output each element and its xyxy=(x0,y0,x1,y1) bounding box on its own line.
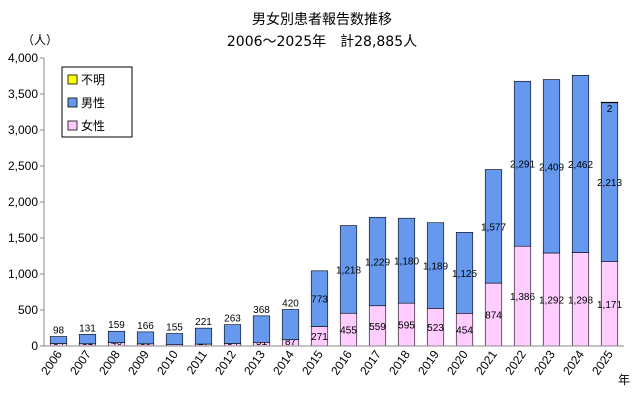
legend-swatch-不明 xyxy=(67,74,78,85)
data-label-男性-2014: 420 xyxy=(282,298,299,309)
legend-label-女性: 女性 xyxy=(81,118,105,133)
y-tick-label: 3,500 xyxy=(8,87,38,101)
x-tick-label: 2015 xyxy=(299,347,326,377)
data-label-男性-2025: 2,213 xyxy=(597,178,622,189)
y-tick-label: 2,000 xyxy=(8,195,38,209)
data-label-女性-2017: 559 xyxy=(369,322,386,333)
y-tick-label: 1,000 xyxy=(8,267,38,281)
bar-男性-2013 xyxy=(252,315,271,343)
data-label-男性-2017: 1,229 xyxy=(365,258,390,269)
x-tick-label: 2014 xyxy=(270,347,297,377)
x-axis-label: 年 xyxy=(618,373,630,387)
data-label-男性-2010: 155 xyxy=(166,323,183,334)
x-tick-label: 2017 xyxy=(357,347,384,377)
data-label-男性-2016: 1,218 xyxy=(336,265,361,276)
x-tick-label: 2019 xyxy=(415,347,442,377)
bar-不明-2025 xyxy=(600,101,619,104)
data-label-男性-2019: 1,189 xyxy=(423,262,448,273)
bar-男性-2019 xyxy=(426,222,445,309)
x-tick-label: 2016 xyxy=(328,347,355,377)
y-tick-label: 4,000 xyxy=(8,51,38,65)
legend-swatch-女性 xyxy=(67,120,78,131)
x-tick-label: 2018 xyxy=(386,347,413,377)
x-tick-label: 2013 xyxy=(241,347,268,377)
bar-男性-2015 xyxy=(310,270,329,327)
data-label-男性-2008: 159 xyxy=(108,320,125,331)
bar-男性-2006 xyxy=(49,336,68,344)
x-tick-label: 2012 xyxy=(212,347,239,377)
y-tick-label: 0 xyxy=(31,339,38,353)
data-label-男性-2012: 263 xyxy=(224,314,241,325)
data-label-男性-2018: 1,180 xyxy=(394,257,419,268)
bar-男性-2023 xyxy=(542,79,561,254)
data-label-男性-2011: 221 xyxy=(195,317,212,328)
data-label-男性-2015: 773 xyxy=(311,295,328,306)
data-label-女性-2022: 1,386 xyxy=(510,292,535,303)
x-tick-label: 2021 xyxy=(473,347,500,377)
y-tick-label: 1,500 xyxy=(8,231,38,245)
bar-男性-2014 xyxy=(281,309,300,341)
data-label-女性-2023: 1,292 xyxy=(539,295,564,306)
bar-男性-2007 xyxy=(78,334,97,345)
bar-男性-2011 xyxy=(194,327,213,345)
data-label-女性-2020: 454 xyxy=(456,326,473,337)
bar-男性-2010 xyxy=(165,333,184,346)
legend-label-男性: 男性 xyxy=(81,96,105,110)
x-tick-label: 2011 xyxy=(184,347,210,376)
x-tick-label: 2009 xyxy=(125,347,152,377)
data-label-女性-2018: 595 xyxy=(398,321,415,332)
data-label-女性-2025: 1,171 xyxy=(597,300,622,311)
x-tick-label: 2022 xyxy=(502,347,529,377)
bar-男性-2018 xyxy=(397,217,416,304)
legend-swatch-男性 xyxy=(67,97,78,108)
bar-男性-2012 xyxy=(223,324,242,344)
data-label-男性-2007: 131 xyxy=(79,323,96,334)
data-label-女性-2019: 523 xyxy=(427,323,444,334)
bar-男性-2008 xyxy=(107,330,126,343)
y-tick-label: 500 xyxy=(18,303,38,317)
data-label-男性-2023: 2,409 xyxy=(539,162,564,173)
x-tick-label: 2020 xyxy=(444,347,471,377)
x-tick-label: 2007 xyxy=(67,347,94,377)
data-label-女性-2021: 874 xyxy=(485,311,502,322)
data-label-男性-2022: 2,291 xyxy=(510,160,535,171)
bar-男性-2017 xyxy=(368,216,387,307)
x-tick-label: 2023 xyxy=(531,347,558,377)
data-label-不明-2025: 2 xyxy=(607,104,613,115)
bar-男性-2009 xyxy=(136,331,155,345)
x-tick-label: 2006 xyxy=(38,347,65,377)
bar-男性-2016 xyxy=(339,225,358,314)
chart-subtitle: 2006～2025年 計28,885人 xyxy=(227,34,417,50)
y-tick-label: 2,500 xyxy=(8,159,38,173)
bar-男性-2024 xyxy=(571,74,590,253)
x-tick-label: 2024 xyxy=(560,347,587,377)
data-label-女性-2016: 455 xyxy=(340,326,357,337)
x-tick-label: 2010 xyxy=(154,347,181,377)
x-tick-label: 2008 xyxy=(96,347,123,377)
chart-title: 男女別患者報告数推移 xyxy=(252,11,392,28)
data-label-女性-2015: 271 xyxy=(311,332,328,343)
legend-label-不明: 不明 xyxy=(81,73,105,87)
y-tick-label: 3,000 xyxy=(8,123,38,137)
data-label-男性-2013: 368 xyxy=(253,305,270,316)
data-label-男性-2021: 1,577 xyxy=(481,222,506,233)
data-label-女性-2024: 1,298 xyxy=(568,295,593,306)
x-tick-label: 2025 xyxy=(589,347,616,377)
data-label-男性-2020: 1,125 xyxy=(452,269,477,280)
data-label-男性-2024: 2,462 xyxy=(568,160,593,171)
data-label-女性-2014: 87 xyxy=(285,337,297,348)
data-label-男性-2006: 98 xyxy=(53,325,65,336)
bar-男性-2021 xyxy=(484,169,503,284)
data-label-男性-2009: 166 xyxy=(137,321,154,332)
bar-男性-2022 xyxy=(513,80,532,247)
bar-男性-2020 xyxy=(455,232,474,314)
y-axis-label: （人） xyxy=(22,33,58,47)
